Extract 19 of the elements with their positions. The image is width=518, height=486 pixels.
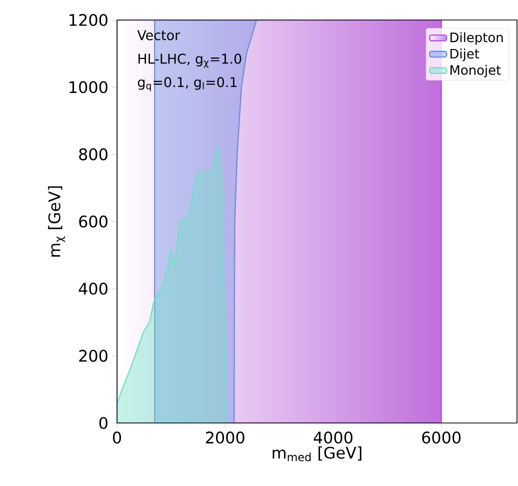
y-tick-label: 600 — [79, 215, 108, 228]
y-tick-label: 200 — [79, 350, 108, 362]
x-tick-label: 0 — [112, 432, 122, 444]
x-tick-label: 6000 — [422, 432, 461, 444]
annotation: HL-LHC, g$_{χ}$=1.0 — [138, 54, 242, 68]
y-tick-label: 1000 — [70, 81, 108, 94]
legend-label: Dijet — [450, 48, 480, 62]
y-axis-title: m$_{χ}$ [GeV] — [48, 186, 66, 257]
y-tick-label: 400 — [78, 282, 108, 295]
legend-label: Monojet — [450, 64, 501, 78]
y-tick-label: 800 — [79, 148, 108, 160]
x-tick-label: 4000 — [314, 432, 352, 444]
x-tick-label: 2000 — [206, 432, 244, 444]
annotation: g$_{q}$=0.1, g$_{l}$=0.1 — [138, 77, 236, 92]
legend-label: Dilepton — [450, 32, 503, 45]
annotation: Vector — [137, 30, 180, 40]
y-tick-label: 0 — [99, 416, 108, 430]
y-tick-label: 1200 — [70, 14, 108, 26]
x-axis-title: m$_{med}$ [GeV] — [272, 446, 362, 462]
